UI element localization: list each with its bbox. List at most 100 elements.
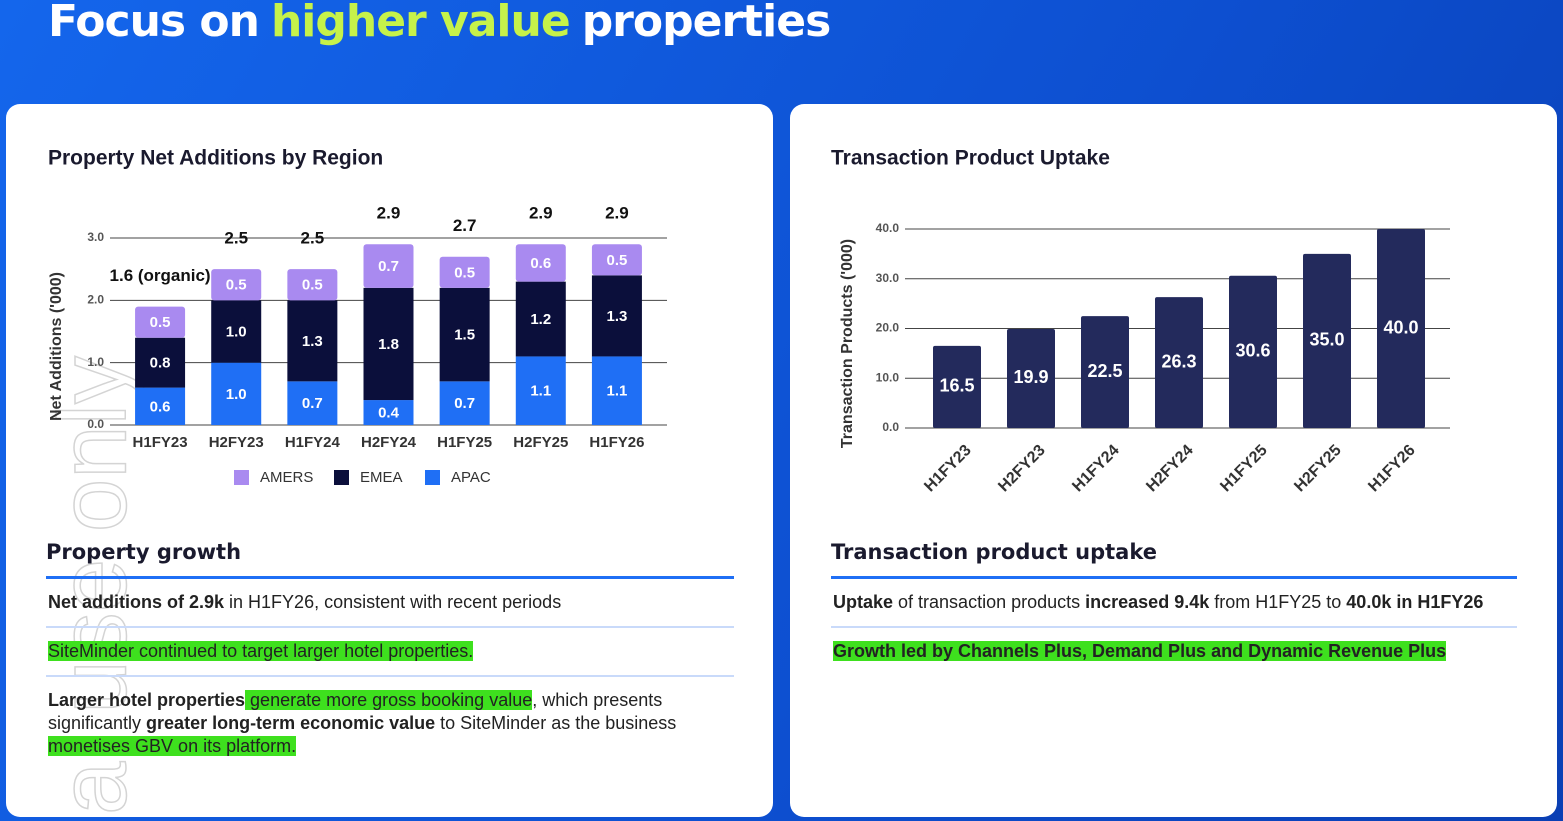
text-segment: greater long-term economic value bbox=[146, 713, 436, 733]
bar-segment bbox=[135, 337, 186, 388]
section: Transaction product uptake Uptake of tran… bbox=[831, 540, 1517, 675]
title-text: Focus on bbox=[48, 0, 260, 47]
bar-segment bbox=[287, 269, 338, 301]
section-heading: Transaction product uptake bbox=[831, 540, 1517, 579]
x-tick-label: H1FY23 bbox=[133, 434, 188, 451]
y-tick-label: 0.0 bbox=[87, 417, 104, 431]
bar-segment bbox=[211, 362, 262, 425]
y-tick-label: 10.0 bbox=[876, 370, 900, 384]
legend-label: EMEA bbox=[360, 469, 403, 486]
y-tick-label: 30.0 bbox=[876, 271, 900, 285]
section-heading: Property growth bbox=[46, 540, 734, 579]
total-label: 1.6 (organic) bbox=[110, 266, 211, 285]
value-label: 19.9 bbox=[1013, 367, 1048, 387]
x-tick-label: H1FY25 bbox=[1217, 442, 1271, 496]
bar-segment bbox=[591, 356, 642, 425]
y-axis-label: Net Additions ('000) bbox=[48, 272, 65, 421]
segment-label: 0.8 bbox=[150, 355, 171, 372]
total-label: 2.9 bbox=[529, 204, 553, 223]
value-label: 40.0 bbox=[1383, 317, 1418, 337]
text-segment: Larger hotel properties bbox=[48, 690, 246, 710]
section-item: SiteMinder continued to target larger ho… bbox=[46, 626, 734, 675]
total-label: 2.9 bbox=[605, 204, 629, 223]
bar-segment bbox=[515, 281, 566, 357]
y-tick-label: 1.0 bbox=[87, 355, 104, 369]
value-label: 22.5 bbox=[1087, 361, 1122, 381]
value-label: 30.6 bbox=[1235, 341, 1270, 361]
segment-label: 0.5 bbox=[454, 264, 475, 281]
x-tick-label: H2FY25 bbox=[513, 434, 568, 451]
section-item: Net additions of 2.9k in H1FY26, consist… bbox=[46, 579, 734, 626]
bar bbox=[1007, 328, 1055, 428]
section: Property growth Net additions of 2.9k in … bbox=[46, 540, 734, 770]
segment-label: 1.3 bbox=[302, 333, 323, 350]
slide-title: Focus on higher value properties bbox=[48, 0, 842, 47]
y-tick-label: 2.0 bbox=[87, 293, 104, 307]
total-label: 2.7 bbox=[453, 216, 477, 235]
section-item: Uptake of transaction products increased… bbox=[831, 579, 1517, 626]
text-segment: 40.0k in H1FY26 bbox=[1346, 592, 1484, 612]
bar-segment bbox=[211, 269, 262, 301]
text-segment: SiteMinder continued to target larger ho… bbox=[48, 641, 474, 661]
segment-label: 1.5 bbox=[454, 327, 475, 344]
segment-label: 0.7 bbox=[378, 258, 399, 275]
bar-segment bbox=[591, 244, 642, 276]
bar-segment bbox=[363, 287, 414, 401]
segment-label: 0.7 bbox=[302, 395, 323, 412]
legend-swatch bbox=[334, 470, 349, 485]
total-label: 2.5 bbox=[224, 229, 248, 248]
bar-segment bbox=[363, 244, 414, 288]
bar-segment bbox=[135, 387, 186, 425]
bar bbox=[1303, 253, 1351, 428]
y-tick-label: 40.0 bbox=[876, 221, 900, 235]
bar-segment bbox=[439, 287, 490, 382]
segment-label: 0.4 bbox=[378, 405, 400, 422]
x-tick-label: H2FY25 bbox=[1291, 442, 1345, 496]
x-tick-label: H1FY25 bbox=[437, 434, 492, 451]
bar-segment bbox=[591, 275, 642, 357]
y-axis-label: Transaction Products ('000) bbox=[839, 239, 856, 448]
bar bbox=[1081, 316, 1129, 428]
bar-segment bbox=[287, 381, 338, 425]
text-segment: increased 9.4k bbox=[1085, 592, 1210, 612]
bar-segment bbox=[439, 381, 490, 425]
text-segment: in H1FY26, consistent with recent period… bbox=[224, 592, 562, 612]
y-tick-label: 3.0 bbox=[87, 230, 104, 244]
segment-label: 1.8 bbox=[378, 336, 399, 353]
total-label: 2.9 bbox=[377, 204, 401, 223]
legend-swatch bbox=[234, 470, 249, 485]
bar-segment bbox=[515, 356, 566, 425]
bar bbox=[1229, 275, 1277, 428]
segment-label: 0.6 bbox=[150, 398, 171, 415]
bar-segment bbox=[439, 256, 490, 288]
total-label: 2.5 bbox=[301, 229, 325, 248]
segment-label: 1.1 bbox=[606, 383, 627, 400]
x-tick-label: H1FY24 bbox=[285, 434, 341, 451]
x-tick-label: H1FY26 bbox=[589, 434, 644, 451]
segment-label: 0.5 bbox=[226, 277, 247, 294]
segment-label: 1.0 bbox=[226, 323, 247, 340]
section-item: Growth led by Channels Plus, Demand Plus… bbox=[831, 626, 1517, 675]
segment-label: 1.0 bbox=[226, 386, 247, 403]
y-tick-label: 20.0 bbox=[876, 321, 900, 335]
x-tick-label: H1FY23 bbox=[921, 442, 975, 496]
text-segment: of transaction products bbox=[893, 592, 1086, 612]
right-card bbox=[790, 104, 1557, 817]
value-label: 26.3 bbox=[1161, 351, 1196, 371]
bar bbox=[1377, 229, 1425, 428]
x-tick-label: H1FY26 bbox=[1365, 442, 1419, 496]
text-segment: monetises GBV on its platform. bbox=[48, 736, 297, 756]
bar-segment bbox=[363, 400, 414, 425]
text-segment: Growth led by Channels Plus, Demand Plus… bbox=[833, 641, 1447, 661]
segment-label: 1.1 bbox=[530, 383, 551, 400]
segment-label: 1.3 bbox=[606, 308, 627, 325]
text-segment: Net additions of 2.9k bbox=[48, 592, 225, 612]
value-label: 16.5 bbox=[939, 376, 974, 396]
bar-segment bbox=[515, 244, 566, 282]
bar-segment bbox=[287, 300, 338, 382]
segment-label: 1.2 bbox=[530, 311, 551, 328]
x-tick-label: H1FY24 bbox=[1069, 442, 1123, 496]
title-text: properties bbox=[581, 0, 832, 47]
